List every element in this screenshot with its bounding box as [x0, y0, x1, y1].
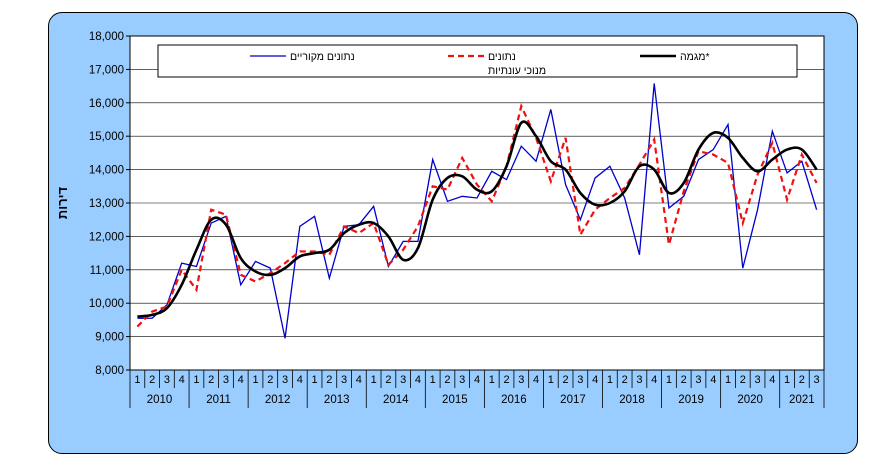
- legend-box: [157, 44, 798, 78]
- x-tick-label-quarter: 3: [223, 374, 229, 386]
- y-tick-label: 18,000: [89, 31, 124, 43]
- x-tick-label-quarter: 2: [444, 374, 450, 386]
- x-tick-label-quarter: 4: [415, 374, 421, 386]
- x-tick-label-quarter: 1: [548, 374, 554, 386]
- series-line-trend: [137, 120, 818, 318]
- x-tick-label-year: 2011: [206, 394, 231, 406]
- y-tick-label: 8,000: [95, 365, 124, 377]
- x-tick-label-year: 2015: [442, 394, 468, 406]
- x-tick-label-quarter: 1: [312, 374, 318, 386]
- x-tick-label-year: 2017: [560, 394, 586, 406]
- x-tick-label-quarter: 4: [179, 374, 185, 386]
- x-tick-label-quarter: 4: [474, 374, 480, 386]
- x-tick-label-quarter: 3: [754, 374, 760, 386]
- y-tick-label: 15,000: [89, 131, 124, 143]
- x-tick-label-quarter: 1: [134, 374, 140, 386]
- x-tick-label-quarter: 2: [267, 374, 273, 386]
- x-tick-label-quarter: 1: [193, 374, 199, 386]
- x-tick-label-quarter: 1: [252, 374, 258, 386]
- x-tick-label-quarter: 3: [341, 374, 347, 386]
- x-tick-label-quarter: 2: [563, 374, 569, 386]
- x-tick-label-year: 2014: [383, 394, 409, 406]
- x-tick-label-quarter: 3: [814, 374, 820, 386]
- x-tick-label-quarter: 1: [489, 374, 495, 386]
- x-tick-label-quarter: 1: [430, 374, 436, 386]
- x-tick-label-quarter: 3: [695, 374, 701, 386]
- y-tick-label: 14,000: [89, 165, 124, 177]
- x-tick-label-quarter: 3: [518, 374, 524, 386]
- x-tick-label-quarter: 2: [740, 374, 746, 386]
- x-tick-label-quarter: 1: [666, 374, 672, 386]
- series-line-seasonally-adjusted: [136, 102, 818, 328]
- x-tick-label-quarter: 3: [459, 374, 465, 386]
- x-tick-label-quarter: 2: [681, 374, 687, 386]
- y-tick-label: 12,000: [89, 231, 124, 243]
- y-tick-label: 9,000: [95, 332, 124, 344]
- x-tick-label-year: 2019: [678, 394, 704, 406]
- x-tick-label-quarter: 1: [784, 374, 790, 386]
- legend-label-seasonal-1: נתונים: [488, 51, 516, 63]
- y-axis-label: דירות: [55, 186, 70, 219]
- x-tick-label-year: 2021: [789, 394, 815, 406]
- x-tick-label-quarter: 2: [799, 374, 805, 386]
- x-tick-label-quarter: 2: [149, 374, 155, 386]
- x-tick-label-quarter: 1: [725, 374, 731, 386]
- x-tick-label-quarter: 3: [400, 374, 406, 386]
- x-tick-label-quarter: 3: [577, 374, 583, 386]
- x-tick-label-quarter: 2: [326, 374, 332, 386]
- y-tick-label: 10,000: [89, 298, 124, 310]
- x-tick-label-quarter: 4: [533, 374, 539, 386]
- x-tick-label-quarter: 2: [208, 374, 214, 386]
- x-tick-label-quarter: 2: [503, 374, 509, 386]
- y-tick-label: 13,000: [89, 198, 124, 210]
- x-tick-label-quarter: 4: [651, 374, 657, 386]
- x-tick-label-quarter: 4: [710, 374, 716, 386]
- x-tick-label-quarter: 1: [371, 374, 377, 386]
- x-tick-label-quarter: 4: [769, 374, 775, 386]
- y-tick-label: 17,000: [89, 64, 124, 76]
- x-tick-label-quarter: 4: [297, 374, 303, 386]
- x-tick-label-year: 2020: [737, 394, 763, 406]
- y-tick-label: 11,000: [90, 265, 124, 277]
- y-axis-ticks: 8,000 9,000 10,000 11,000 12,000 13,000 14,000…: [89, 31, 130, 377]
- legend: נתונים מקוריים נתונים מנוכי עונתיות מגמה…: [157, 44, 798, 78]
- x-tick-label-quarter: 3: [282, 374, 288, 386]
- x-tick-label-quarter: 3: [636, 374, 642, 386]
- x-tick-label-quarter: 4: [592, 374, 598, 386]
- x-tick-label-quarter: 1: [607, 374, 613, 386]
- x-tick-label-quarter: 4: [356, 374, 362, 386]
- x-tick-label-quarter: 2: [622, 374, 628, 386]
- y-tick-label: 16,000: [89, 98, 124, 110]
- x-tick-label-quarter: 2: [385, 374, 391, 386]
- x-tick-label-quarter: 4: [238, 374, 244, 386]
- x-tick-label-year: 2010: [147, 394, 173, 406]
- series-lines: [136, 83, 818, 339]
- x-tick-label-quarter: 3: [164, 374, 170, 386]
- legend-label-trend: מגמה*: [680, 51, 710, 63]
- x-tick-label-year: 2013: [324, 394, 350, 406]
- x-tick-label-year: 2018: [619, 394, 645, 406]
- x-tick-label-year: 2012: [265, 394, 291, 406]
- legend-label-original: נתונים מקוריים: [290, 51, 355, 63]
- legend-label-seasonal-2: מנוכי עונתיות: [488, 65, 546, 77]
- x-tick-label-year: 2016: [501, 394, 527, 406]
